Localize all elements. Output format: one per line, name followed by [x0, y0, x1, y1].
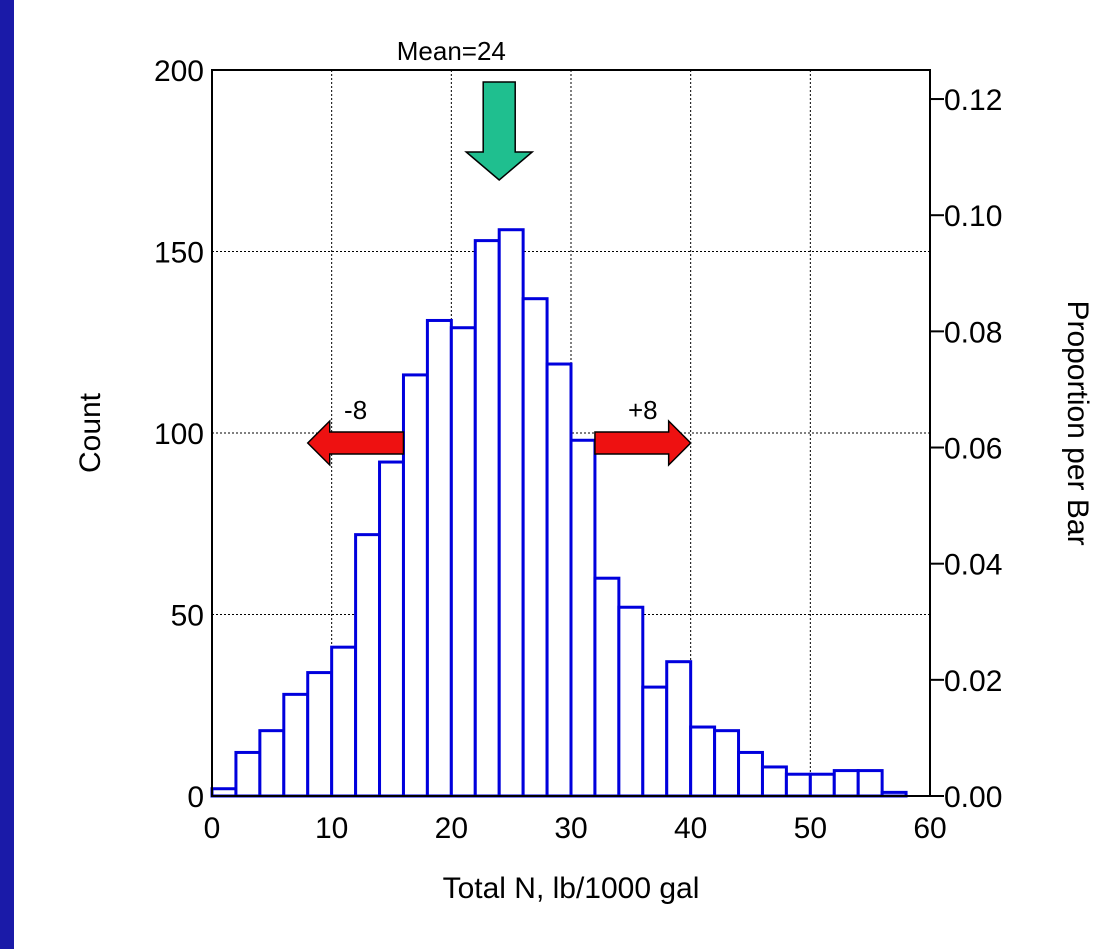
y-right-axis-title: Proportion per Bar: [1061, 300, 1094, 545]
y-axis-title: Count: [74, 392, 107, 473]
y-tick-label: 0: [187, 781, 204, 814]
y-tick-label: 100: [154, 418, 204, 451]
right-tick-label: 0.12: [944, 84, 1002, 117]
plot-frame: [211, 69, 931, 797]
histogram-bar: [354, 533, 382, 798]
histogram-bar: [521, 297, 549, 798]
right-tick-label: 0.06: [944, 433, 1002, 466]
slide: 0 10 20 30 40 50 60 0 50 100 150 200 0.00 0.02 0.04 0…: [14, 0, 1113, 949]
histogram-bar: [689, 725, 717, 798]
minus-label: -8: [344, 395, 367, 425]
histogram-bar: [569, 438, 597, 798]
right-tick-label: 0.04: [944, 549, 1002, 582]
right-arrow-icon: [594, 419, 692, 467]
histogram-bar: [330, 645, 358, 798]
x-tick-label: 50: [794, 812, 827, 845]
right-tick-label: 0.02: [944, 665, 1002, 698]
histogram-bar: [234, 750, 262, 798]
histogram-bar: [282, 692, 310, 798]
histogram-bar: [210, 787, 238, 798]
x-axis-title: Total N, lb/1000 gal: [443, 872, 700, 905]
x-tick-label: 30: [554, 812, 587, 845]
histogram-bar: [760, 765, 788, 798]
histogram-bar: [832, 769, 860, 798]
histogram-bar: [473, 239, 501, 798]
mean-annotation: Mean=24: [397, 36, 535, 181]
plus-label: +8: [628, 395, 658, 425]
y-tick-label: 200: [154, 55, 204, 88]
mean-arrow-icon: [464, 81, 535, 181]
histogram-bar: [713, 729, 741, 798]
x-axis-ticks: 0 10 20 30 40 50 60: [204, 812, 947, 845]
histogram-bar: [401, 373, 429, 798]
y-axis-ticks: 0 50 100 150 200: [154, 55, 204, 814]
histogram-bar: [665, 660, 693, 798]
histogram-bar: [856, 769, 884, 798]
histogram-bar: [497, 228, 525, 798]
histogram-bar: [784, 772, 812, 798]
histogram-bar: [808, 772, 836, 798]
histogram-bar: [641, 685, 669, 798]
histogram-bar: [545, 362, 573, 798]
x-tick-label: 20: [435, 812, 468, 845]
histogram-bar: [593, 576, 621, 798]
right-tick-label: 0.08: [944, 316, 1002, 349]
x-tick-label: 10: [315, 812, 348, 845]
y-right-axis-ticks: 0.00 0.02 0.04 0.06 0.08 0.10 0.12: [930, 84, 1002, 814]
x-tick-label: 60: [913, 812, 946, 845]
histogram-bar: [449, 326, 477, 798]
mean-label: Mean=24: [397, 36, 506, 66]
histogram-bar: [258, 729, 286, 798]
minus-annotation: -8: [306, 395, 405, 467]
right-tick-label: 0.10: [944, 200, 1002, 233]
histogram-bar: [425, 318, 453, 798]
x-tick-label: 40: [674, 812, 707, 845]
x-tick-label: 0: [204, 812, 221, 845]
y-tick-label: 50: [171, 600, 204, 633]
histogram-bar: [737, 750, 764, 798]
histogram-bar: [617, 605, 645, 798]
right-tick-label: 0.00: [944, 781, 1002, 814]
plus-annotation: +8: [594, 395, 692, 467]
histogram-bar: [378, 460, 405, 798]
y-tick-label: 150: [154, 237, 204, 270]
bars: [210, 228, 908, 798]
left-arrow-icon: [306, 419, 405, 467]
histogram-bar: [306, 671, 334, 798]
